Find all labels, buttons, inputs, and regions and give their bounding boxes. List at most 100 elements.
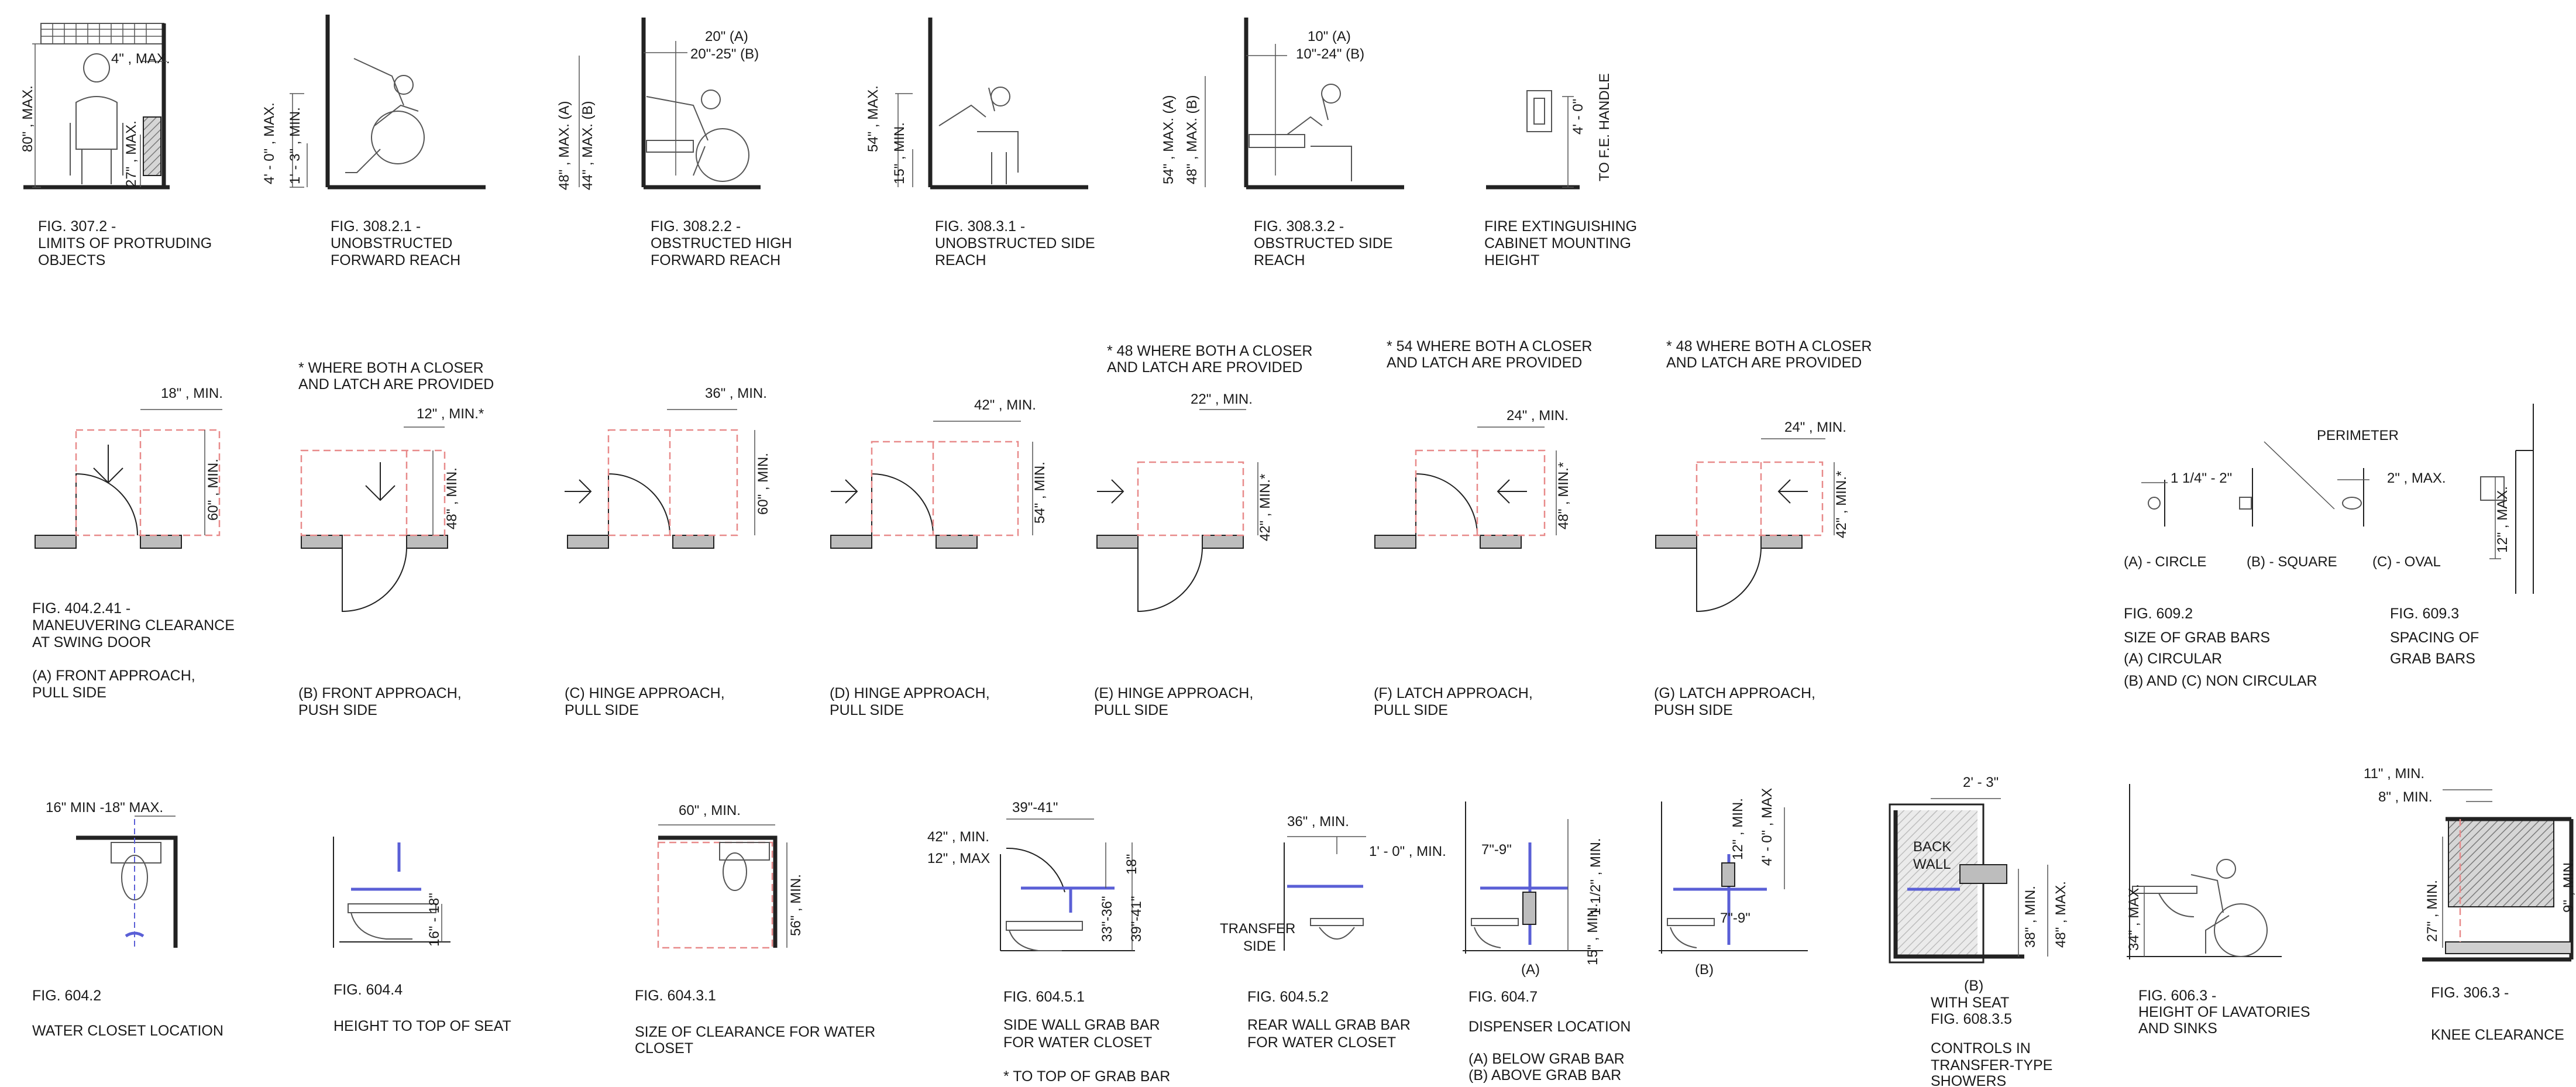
clear-floor-space xyxy=(1695,461,1824,536)
dim-54-max-a: 54" , MAX. (A) xyxy=(1161,95,1177,184)
dim-39-41-b: 39"-41" xyxy=(1129,896,1144,942)
caption-line-1: FIG. 308.2.2 - xyxy=(651,218,741,235)
note-line-1: * 48 WHERE BOTH A CLOSER xyxy=(1666,338,1872,355)
caption-line-2: HEIGHT OF LAVATORIES xyxy=(2138,1004,2310,1020)
label-b: (B) xyxy=(1695,962,1714,978)
fire-extinguisher-cabinet: 4' - 0" TO F.E. HANDLE FIRE EXTINGUISHIN… xyxy=(1484,73,1637,269)
caption-line-3: REACH xyxy=(935,252,986,269)
caption-line-4: CONTROLS IN xyxy=(1931,1040,2031,1057)
oval-bar-section xyxy=(2342,497,2362,510)
door-swing xyxy=(1696,548,1762,613)
caption-line-3: FOR WATER CLOSET xyxy=(1247,1034,1396,1051)
fig-604-5-2: 36" , MIN. 1' - 0" , MIN. TRANSFER SIDE … xyxy=(1220,814,1446,1051)
dim-33-36: 33"-36" xyxy=(1099,896,1115,942)
fig-306-3: 11" , MIN. 8" , MIN. 27" , MIN. 9" , MIN… xyxy=(2364,766,2576,1043)
fig-404-c: 36" , MIN. 60" , MIN. (C) HINGE APPROACH… xyxy=(565,386,771,718)
note-line-2: AND LATCH ARE PROVIDED xyxy=(1387,355,1582,371)
dim-4-0-max: 4' - 0" , MAX xyxy=(1759,788,1775,866)
dim-39-41: 39"-41" xyxy=(1012,800,1058,816)
grab-bar xyxy=(351,842,421,891)
dim-42-min: 42" , MIN. xyxy=(974,397,1036,413)
clear-floor-space xyxy=(871,441,1019,536)
fig-308-3-1: 54" , MAX. 15" , MIN. FIG. 308.3.1 - UNO… xyxy=(865,18,1095,269)
fig-308-2-1: 4' - 0" , MAX. 1' - 3" , MIN. FIG. 308.2… xyxy=(262,15,486,269)
label-wall: WALL xyxy=(1913,856,1951,872)
caption-line-1: FIG. 308.3.2 - xyxy=(1254,218,1344,235)
approach-arrow-icon xyxy=(1097,479,1124,504)
dim-42-min: 42" , MIN. xyxy=(927,829,989,845)
dim-36-min: 36" , MIN. xyxy=(705,386,767,401)
fig-404-a: 18" , MIN. 60" , MIN. FIG. 404.2.41 - MA… xyxy=(32,386,235,701)
dim-12-max: 12" , MAX. xyxy=(2495,486,2510,553)
dim-42-min: 42" , MIN.* xyxy=(1834,471,1849,538)
caption-line-6: SHOWERS xyxy=(1931,1073,2006,1087)
dim-56-min: 56" , MIN. xyxy=(788,874,804,936)
caption-line-3: AT SWING DOOR xyxy=(32,634,151,651)
fig-404-f: * 54 WHERE BOTH A CLOSER AND LATCH ARE P… xyxy=(1374,338,1593,718)
wall-section xyxy=(2515,404,2534,594)
water-closet-side xyxy=(348,903,436,940)
water-closet-side xyxy=(1006,921,1083,951)
caption-line-1: FIG. 604.7 xyxy=(1468,989,1538,1005)
dim-80-max: 80" , MAX. xyxy=(20,85,36,152)
seated-person-figure xyxy=(2190,874,2230,954)
wall-corner xyxy=(76,835,178,948)
dim-20-a: 20" (A) xyxy=(705,29,748,44)
caption-line-1: FIG. 604.5.1 xyxy=(1003,989,1085,1005)
caption-line-1: FIRE EXTINGUISHING xyxy=(1484,218,1637,235)
caption-line-1: FIG. 306.3 - xyxy=(2431,985,2509,1001)
caption-line-3: FOR WATER CLOSET xyxy=(1003,1034,1152,1051)
caption-line-2: PULL SIDE xyxy=(1094,702,1168,718)
dim-60-min: 60" , MIN. xyxy=(755,453,771,515)
caption-line-1: (F) LATCH APPROACH, xyxy=(1374,685,1533,701)
caption-line-2: HEIGHT TO TOP OF SEAT xyxy=(333,1018,511,1034)
caption-line-1: FIG. 609.2 xyxy=(2124,606,2193,622)
clear-floor-space xyxy=(607,429,738,536)
protruding-object-hatch xyxy=(40,23,164,44)
fig-609-2: 1 1/4" - 2" PERIMETER 2" , MAX. (A) - CI… xyxy=(2124,428,2446,689)
dim-24-min: 24" , MIN. xyxy=(1507,408,1569,424)
fig-404-e: * 48 WHERE BOTH A CLOSER AND LATCH ARE P… xyxy=(1094,343,1313,718)
square-bar-section xyxy=(2239,497,2252,510)
dim-38-min: 38" , MIN. xyxy=(2023,886,2038,948)
caption-line-2: LIMITS OF PROTRUDING xyxy=(38,235,212,252)
dim-48-max-a: 48" , MAX. (A) xyxy=(556,101,572,190)
caption-line-2: SIZE OF CLEARANCE FOR WATER xyxy=(635,1024,875,1040)
caption-line-1: (D) HINGE APPROACH, xyxy=(830,685,990,701)
fig-308-2-2: 20" (A) 20"-25" (B) 48" , MAX. (A) 44" ,… xyxy=(556,18,792,269)
caption-line-1: (E) HINGE APPROACH, xyxy=(1094,685,1253,701)
label-transfer: TRANSFER xyxy=(1220,921,1295,937)
caption-line-2: SIZE OF GRAB BARS xyxy=(2124,630,2270,646)
dim-4-0-max: 4' - 0" , MAX. xyxy=(262,102,277,184)
caption-line-3: (A) BELOW GRAB BAR xyxy=(1468,1051,1625,1067)
caption-line-2: UNOBSTRUCTED xyxy=(331,235,452,252)
label-c-oval: (C) - OVAL xyxy=(2372,554,2441,570)
approach-arrow-icon xyxy=(831,479,858,504)
fig-604-4: 16" - 18" FIG. 604.4 HEIGHT TO TOP OF SE… xyxy=(333,837,511,1034)
caption-line-1: FIG. 604.3.1 xyxy=(635,988,716,1004)
counter-outline xyxy=(2422,817,2574,962)
shower-seat xyxy=(1959,864,2007,884)
caption-line-5: TRANSFER-TYPE xyxy=(1931,1057,2052,1074)
dim-48-min: 48" , MIN. xyxy=(444,467,460,529)
caption-line-2: PUSH SIDE xyxy=(298,702,377,718)
caption-line-2: OBSTRUCTED SIDE xyxy=(1254,235,1393,252)
fig-606-3: 34" , MAX. FIG. 606.3 - HEIGHT OF LAVATO… xyxy=(2126,784,2310,1037)
caption-line-3: FORWARD REACH xyxy=(331,252,460,269)
label-side: SIDE xyxy=(1243,938,1276,954)
tank xyxy=(111,842,161,864)
water-closet-front xyxy=(1310,918,1364,940)
caption-line-2: PULL SIDE xyxy=(1374,702,1448,718)
caption-line-1: FIG. 307.2 - xyxy=(38,218,116,235)
fig-404-d: 42" , MIN. 54" , MIN. (D) HINGE APPROACH… xyxy=(830,397,1048,718)
wall-section-lines xyxy=(2164,468,2364,527)
seated-person-side-figure xyxy=(1287,96,1352,181)
caption-line-1: FIG. 308.2.1 - xyxy=(331,218,421,235)
sub-caption-2: PULL SIDE xyxy=(32,684,106,701)
dim-27-min: 27" , MIN. xyxy=(2424,880,2440,942)
dim-1-0-min: 1' - 0" , MIN. xyxy=(1369,844,1446,859)
label-a: (A) xyxy=(1521,962,1540,978)
dim-7-9-b: 7"-9" xyxy=(1720,910,1750,926)
dim-11-min: 11" , MIN. xyxy=(2364,766,2424,782)
wheelchair-wheel xyxy=(696,128,749,182)
